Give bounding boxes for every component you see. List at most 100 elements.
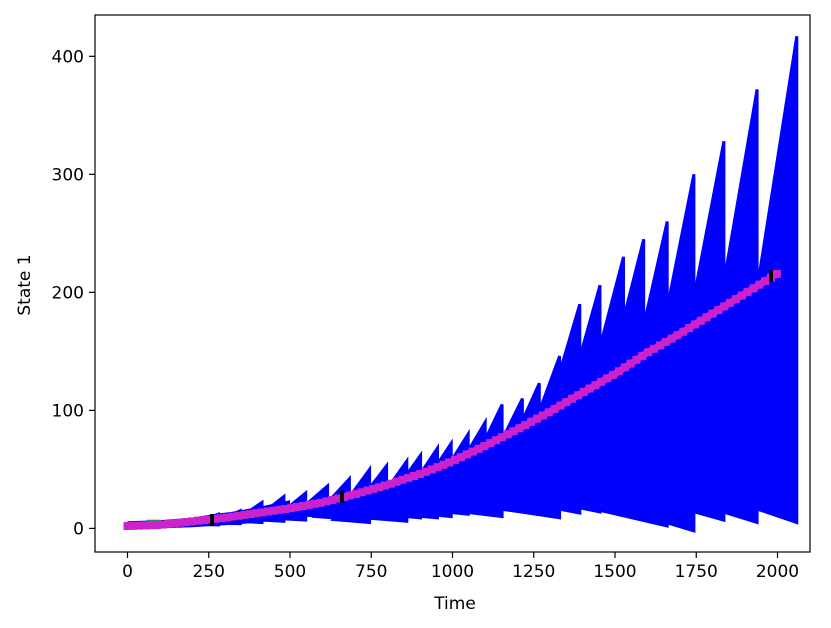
mean-marker <box>661 338 670 346</box>
mean-marker <box>714 306 723 314</box>
x-tick-label: 1000 <box>431 562 474 582</box>
mean-marker <box>456 453 465 462</box>
mean-marker <box>217 514 226 523</box>
mean-marker <box>281 505 290 513</box>
mean-marker <box>182 518 190 526</box>
series-group <box>123 35 799 533</box>
mean-marker <box>568 394 577 403</box>
mean-marker <box>650 344 658 353</box>
plot-area <box>123 35 799 533</box>
mean-marker <box>398 475 407 484</box>
mean-marker <box>357 488 366 497</box>
y-tick-label: 400 <box>52 47 84 67</box>
mean-marker <box>609 370 617 379</box>
x-axis-label: Time <box>433 594 476 614</box>
mean-marker <box>345 491 354 500</box>
mean-marker <box>304 500 313 509</box>
mean-marker <box>363 486 372 495</box>
mean-marker <box>679 327 688 336</box>
mean-marker <box>731 295 740 304</box>
mean-marker <box>135 521 144 530</box>
mean-marker <box>685 324 694 332</box>
mean-marker <box>620 363 629 372</box>
x-tick-label: 1500 <box>593 562 636 582</box>
mean-marker <box>433 463 442 472</box>
mean-marker <box>550 404 559 413</box>
mean-marker <box>205 515 214 524</box>
mean-marker <box>638 351 647 360</box>
mean-marker <box>603 374 612 383</box>
mean-marker <box>720 302 729 311</box>
mean-marker <box>702 313 711 322</box>
mean-marker <box>708 309 717 318</box>
y-tick-label: 100 <box>52 401 84 421</box>
mean-marker <box>533 414 541 423</box>
mean-marker <box>644 348 653 357</box>
mean-marker <box>538 411 547 420</box>
mean-marker <box>439 460 448 469</box>
mean-marker <box>597 377 606 386</box>
mean-marker <box>322 497 331 506</box>
mean-marker <box>574 391 582 400</box>
mean-marker <box>749 284 758 293</box>
mean-marker <box>258 508 267 517</box>
mean-marker <box>480 442 489 451</box>
mean-marker <box>316 498 325 507</box>
mean-marker <box>492 436 501 445</box>
x-tick-label: 250 <box>193 562 225 582</box>
mean-marker <box>509 427 518 436</box>
mean-marker <box>246 510 255 519</box>
black-marker-1 <box>340 490 344 503</box>
x-tick-label: 2000 <box>756 562 799 582</box>
mean-marker <box>152 521 161 529</box>
mean-marker <box>673 331 682 340</box>
mean-marker <box>293 503 302 511</box>
mean-marker <box>468 447 477 456</box>
mean-marker <box>222 513 231 522</box>
mean-marker <box>380 481 389 490</box>
mean-marker <box>667 334 676 343</box>
mean-marker <box>228 512 237 521</box>
mean-marker <box>176 518 185 527</box>
mean-marker <box>146 521 155 530</box>
mean-marker <box>369 484 378 493</box>
mean-marker <box>427 465 436 474</box>
mean-marker <box>211 514 220 523</box>
mean-marker <box>240 510 249 519</box>
mean-marker <box>170 519 179 528</box>
mean-marker <box>761 277 770 286</box>
mean-marker <box>164 519 173 528</box>
x-tick-label: 1250 <box>512 562 555 582</box>
mean-marker <box>497 433 506 442</box>
mean-marker <box>199 516 208 525</box>
x-tick-label: 750 <box>355 562 387 582</box>
y-axis-label: State 1 <box>15 254 35 315</box>
mean-marker <box>743 287 752 296</box>
mean-marker <box>755 280 764 289</box>
mean-marker <box>486 439 495 448</box>
mean-marker <box>234 511 243 520</box>
mean-marker <box>123 522 132 530</box>
mean-marker <box>310 499 319 508</box>
mean-marker <box>187 517 196 526</box>
mean-marker <box>410 472 419 480</box>
mean-marker <box>696 316 705 325</box>
mean-marker <box>386 479 395 488</box>
ticks: 0 250 500 750 1000 1250 1500 1750 2000 0 100 200 300… <box>52 47 800 582</box>
mean-marker <box>474 444 483 453</box>
mean-marker <box>445 458 454 467</box>
y-tick-label: 0 <box>73 519 84 539</box>
mean-marker <box>334 494 343 503</box>
mean-marker <box>129 521 138 530</box>
mean-marker <box>521 421 530 429</box>
mean-marker <box>392 477 401 486</box>
y-tick-label: 300 <box>52 165 84 185</box>
mean-marker <box>544 408 553 417</box>
mean-marker <box>655 341 664 350</box>
mean-marker <box>562 398 571 407</box>
mean-marker <box>515 424 524 433</box>
mean-marker <box>626 359 635 368</box>
mean-marker <box>737 291 746 300</box>
mean-marker <box>451 455 460 464</box>
